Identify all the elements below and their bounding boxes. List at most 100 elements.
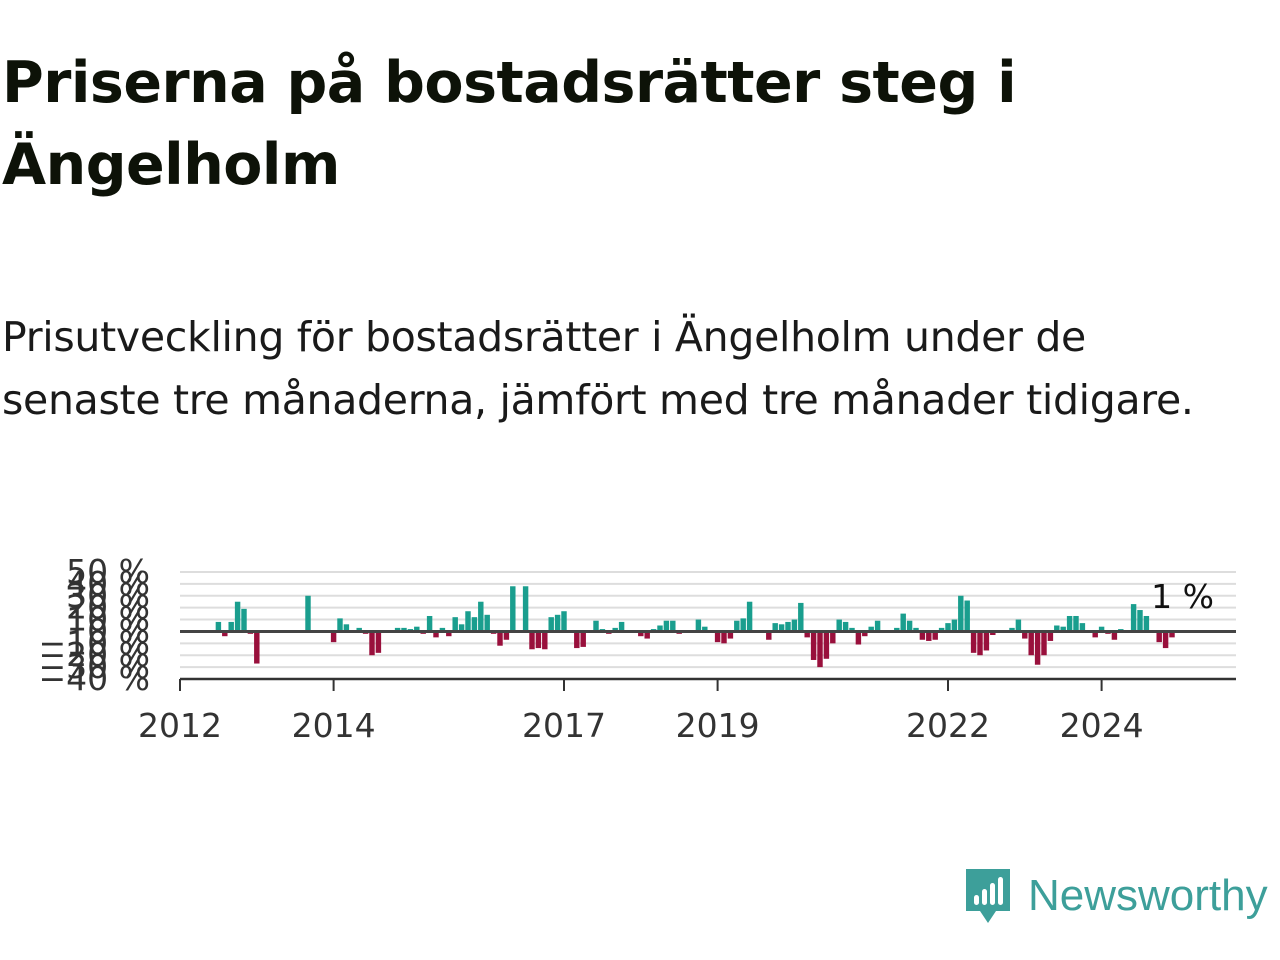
bar: [554, 614, 561, 632]
bar: [862, 631, 868, 637]
bar: [510, 586, 516, 632]
bar: [638, 631, 644, 637]
x-tick-label: 2019: [676, 706, 760, 745]
bar: [938, 627, 945, 632]
bar: [894, 627, 900, 632]
bar: [375, 631, 382, 653]
bar: [1137, 610, 1143, 632]
bar: [970, 631, 977, 653]
bar: [1041, 631, 1047, 656]
bar: [222, 631, 228, 637]
bar: [1079, 623, 1086, 632]
bar: [542, 631, 548, 650]
bar: [305, 595, 311, 632]
newsworthy-bar-chart-icon: [966, 869, 1010, 923]
bar: [958, 595, 964, 632]
bar: [529, 631, 535, 650]
bar: [727, 631, 734, 639]
bar: [983, 631, 990, 651]
bar: [1060, 626, 1066, 632]
bar: [663, 620, 670, 632]
bar: [644, 631, 650, 639]
y-tick-label: −30 %: [39, 647, 151, 686]
bar: [433, 631, 439, 638]
bar: [702, 626, 708, 632]
bar: [746, 601, 753, 632]
bar: [657, 625, 663, 632]
bar: [337, 618, 343, 632]
bar: [1162, 631, 1169, 649]
y-tick-label: −40 %: [39, 659, 151, 698]
bar: [1028, 631, 1034, 656]
bar: [497, 631, 503, 646]
y-axis-labels: −40 %−30 %−20 %−10 %0 %10 %20 %30 %40 %5…: [39, 552, 151, 698]
y-tick-label: 20 %: [66, 588, 150, 627]
bar: [817, 631, 823, 668]
bar: [414, 626, 420, 632]
bar: [791, 619, 798, 632]
bar: [330, 631, 337, 643]
bar: [503, 631, 510, 640]
bar: [452, 617, 458, 632]
y-tick-label: −10 %: [39, 623, 151, 662]
bar-chart: −40 %−30 %−20 %−10 %0 %10 %20 %30 %40 %5…: [39, 552, 1236, 745]
bar: [1130, 604, 1137, 632]
bar: [343, 624, 350, 632]
bar: [548, 617, 554, 632]
y-tick-label: 30 %: [66, 576, 150, 615]
brand-name: Newsworthy: [1028, 871, 1268, 920]
bar: [1034, 631, 1041, 665]
bar: [1156, 631, 1162, 643]
bar: [241, 608, 247, 632]
bar: [1009, 627, 1015, 632]
bar: [830, 631, 836, 644]
bar: [612, 627, 618, 632]
bar: [215, 621, 222, 632]
bar: [919, 631, 926, 640]
bar: [458, 624, 465, 632]
bar: [990, 631, 996, 636]
bar: [471, 617, 478, 632]
bar: [394, 627, 401, 632]
bar: [1022, 631, 1028, 639]
bar: [1143, 615, 1150, 632]
bar: [810, 631, 817, 660]
x-tick-label: 2017: [522, 706, 606, 745]
bar: [804, 631, 810, 638]
x-tick-label: 2012: [138, 706, 222, 745]
bar: [234, 601, 241, 632]
bar: [254, 631, 260, 664]
bar: [868, 626, 874, 632]
bar: [721, 631, 727, 644]
newsworthy-logo: Newsworthy: [962, 864, 1268, 928]
bar: [426, 615, 433, 632]
bar: [734, 620, 740, 632]
bar: [1047, 631, 1054, 641]
bar: [823, 631, 830, 659]
bar: [906, 620, 913, 632]
bar: [977, 631, 983, 656]
bar: [1054, 625, 1060, 632]
bar: [580, 631, 586, 647]
bar: [1015, 619, 1022, 632]
y-tick-label: 50 %: [66, 552, 150, 591]
bar: [561, 611, 567, 632]
chart-subtitle: Prisutveckling för bostadsrätter i Ängel…: [2, 313, 1194, 424]
bar: [1111, 631, 1118, 640]
bar: [446, 631, 452, 637]
x-tick-label: 2022: [906, 706, 990, 745]
bar: [842, 621, 849, 632]
bar: [714, 631, 721, 643]
bar: [535, 631, 542, 649]
bar: [778, 624, 785, 632]
bar: [1073, 615, 1079, 632]
bar: [855, 631, 862, 645]
bar: [369, 631, 375, 656]
bar: [574, 631, 580, 649]
bar: [964, 600, 970, 632]
bar: [926, 631, 932, 641]
x-axis-ticks: 2012 2014 2017 2019 2022 2024: [138, 679, 1144, 745]
bar: [356, 627, 362, 632]
bar: [740, 618, 746, 632]
bar: [618, 621, 625, 632]
